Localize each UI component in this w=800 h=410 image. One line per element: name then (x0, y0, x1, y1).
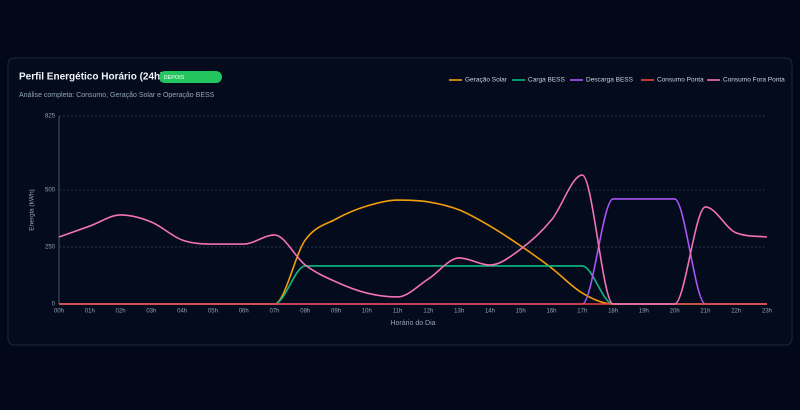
x-tick-label: 13h (454, 309, 464, 315)
x-tick-label: 22h (731, 309, 741, 315)
legend-label: Consumo Ponta (657, 77, 704, 84)
y-tick-label: 500 (45, 188, 56, 194)
x-tick-label: 11h (393, 309, 403, 315)
x-tick-label: 05h (208, 309, 218, 315)
x-tick-label: 03h (146, 309, 156, 315)
x-tick-label: 12h (423, 309, 433, 315)
card (7, 57, 793, 346)
x-tick-label: 21h (700, 309, 710, 315)
legend-label: Carga BESS (528, 77, 566, 84)
legend-label: Geração Solar (465, 77, 508, 84)
x-tick-label: 14h (485, 309, 495, 315)
x-tick-label: 20h (670, 309, 680, 315)
x-tick-label: 04h (177, 309, 187, 315)
y-tick-label: 250 (45, 245, 56, 251)
legend-label: Descarga BESS (586, 77, 634, 84)
x-tick-label: 19h (639, 309, 649, 315)
legend-label: Consumo Fora Ponta (723, 77, 785, 84)
x-tick-label: 16h (547, 309, 557, 315)
x-tick-label: 01h (85, 309, 95, 315)
x-tick-label: 07h (269, 309, 279, 315)
y-tick-label: 0 (52, 302, 56, 308)
x-tick-label: 00h (54, 309, 64, 315)
x-tick-label: 23h (762, 309, 772, 315)
x-tick-label: 18h (608, 309, 618, 315)
subtitle: Análise completa: Consumo, Geração Solar… (19, 92, 215, 99)
badge: DEPOIS (164, 75, 185, 81)
x-tick-label: 08h (300, 309, 310, 315)
x-tick-label: 06h (239, 309, 249, 315)
x-tick-label: 10h (362, 309, 372, 315)
badge-bg (159, 71, 222, 83)
x-tick-label: 15h (516, 309, 526, 315)
x-tick-label: 17h (577, 309, 587, 315)
chart-title: Perfil Energético Horário (24h) (19, 72, 163, 83)
y-tick-label: 825 (45, 114, 56, 120)
x-axis-label: Horário do Dia (390, 320, 435, 327)
series-line (58, 174, 768, 305)
x-tick-label: 09h (331, 309, 341, 315)
y-axis-label: Energia (kWh) (29, 189, 36, 231)
x-tick-label: 02h (116, 309, 126, 315)
